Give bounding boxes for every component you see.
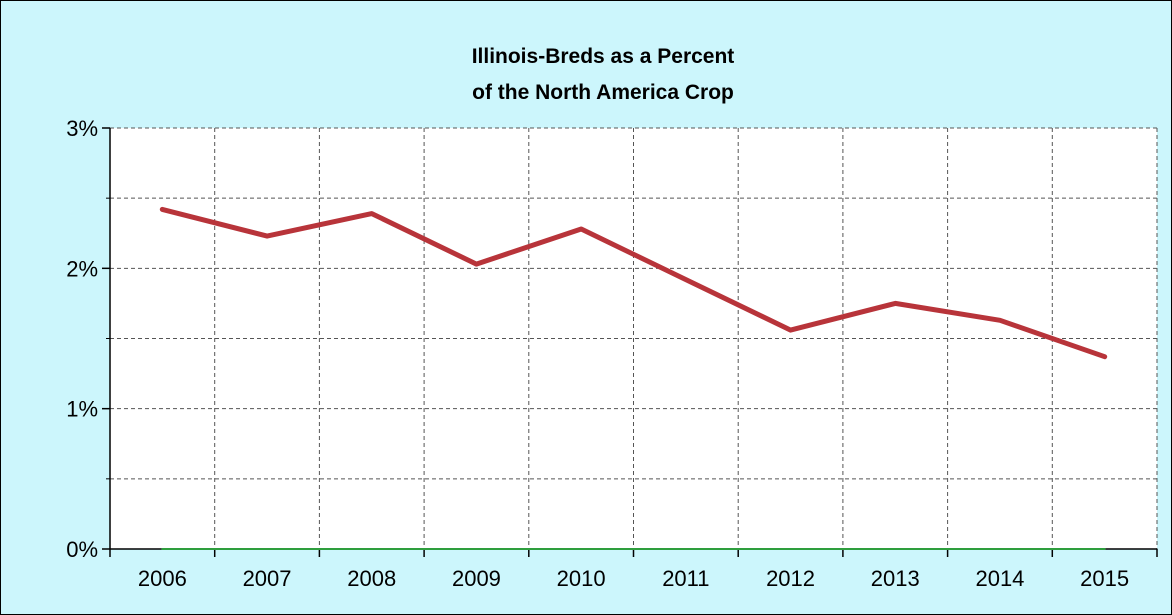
x-tick-label: 2012: [766, 566, 815, 591]
x-tick-label: 2011: [662, 566, 709, 591]
chart-title: Illinois-Breds as a Percent of the North…: [472, 45, 735, 104]
tick-labels: 0% 1% 2% 3% 2006 2007 2008 2009 2010 2011 2012 2013…: [66, 116, 1129, 591]
x-tick-label: 2014: [975, 566, 1024, 591]
series-line-illinois-breds: [159, 206, 1108, 360]
chart-title-line-2: of the North America Crop: [472, 81, 734, 104]
x-tick-label: 2008: [347, 566, 396, 591]
x-tick-label: 2007: [243, 566, 292, 591]
x-tick-label: 2013: [871, 566, 920, 591]
chart-title-line-1: Illinois-Breds as a Percent: [472, 45, 735, 68]
x-tick-label: 2009: [452, 566, 501, 591]
y-tick-label: 1%: [66, 397, 98, 422]
y-tick-label: 0%: [66, 537, 98, 562]
x-tick-label: 2006: [138, 566, 187, 591]
series-lines: [159, 206, 1108, 550]
y-tick-label: 2%: [66, 256, 98, 281]
y-tick-label: 3%: [66, 116, 98, 141]
x-tick-label: 2010: [557, 566, 606, 591]
grid-lines: [110, 127, 1158, 549]
x-tick-label: 2015: [1080, 566, 1129, 591]
